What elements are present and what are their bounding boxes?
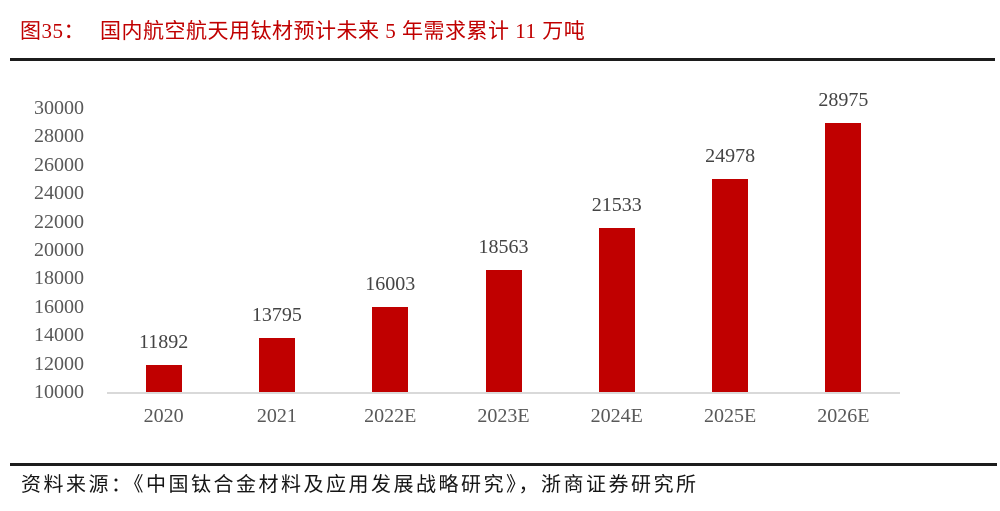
y-axis-tick-label: 18000: [34, 267, 84, 290]
y-axis-tick-label: 10000: [34, 381, 84, 403]
title-divider: [10, 58, 995, 61]
y-axis-tick-label: 22000: [34, 210, 84, 233]
y-axis-tick-label: 28000: [34, 125, 84, 148]
bar-value-label: 18563: [478, 236, 529, 259]
x-axis-baseline: [107, 392, 900, 394]
x-axis-category-label: 2025E: [703, 405, 757, 427]
bar-value-label: 28975: [818, 88, 869, 111]
y-axis-tick-label: 12000: [34, 352, 84, 375]
x-axis-category-label: 2026E: [817, 405, 870, 427]
y-axis-tick-label: 16000: [34, 295, 84, 318]
y-axis-tick-label: 14000: [34, 324, 84, 347]
figure-title: 图35： 国内航空航天用钛材预计未来 5 年需求累计 11 万吨: [20, 19, 585, 44]
x-axis-category-label: 2021: [256, 405, 297, 427]
bar-2020: [145, 365, 182, 392]
figure-title-text: 国内航空航天用钛材预计未来 5 年需求累计 11 万吨: [100, 19, 586, 43]
bar-2024E: [598, 228, 635, 392]
bar-2025E: [712, 179, 749, 392]
bar-value-label: 21533: [591, 194, 642, 217]
source-divider: [10, 463, 997, 466]
bar-2022E: [372, 306, 409, 392]
source-note: 资料来源：《中国钛合金材料及应用发展战略研究》，浙商证券研究所: [21, 474, 699, 496]
x-axis-category-label: 2024E: [590, 405, 643, 427]
bar-2023E: [485, 270, 522, 392]
bar-2021: [258, 338, 295, 392]
x-axis-category-label: 2022E: [364, 405, 417, 427]
bar-value-label: 24978: [705, 145, 756, 168]
y-axis-tick-label: 26000: [34, 153, 84, 176]
bar-value-label: 11892: [139, 331, 189, 354]
y-axis-tick-label: 24000: [34, 182, 84, 205]
bar-value-label: 16003: [365, 272, 416, 295]
y-axis-tick-label: 20000: [34, 239, 84, 261]
bar-value-label: 13795: [251, 304, 302, 327]
x-axis-category-label: 2023E: [477, 405, 530, 427]
x-axis-category-label: 2020: [143, 405, 184, 427]
y-axis-tick-label: 30000: [34, 97, 84, 119]
bar-chart: 10000 12000 14000 16000 18000 20000 22000 24000…: [0, 62, 1000, 442]
figure-number: 图35：: [20, 19, 85, 43]
bar-2026E: [825, 122, 862, 392]
